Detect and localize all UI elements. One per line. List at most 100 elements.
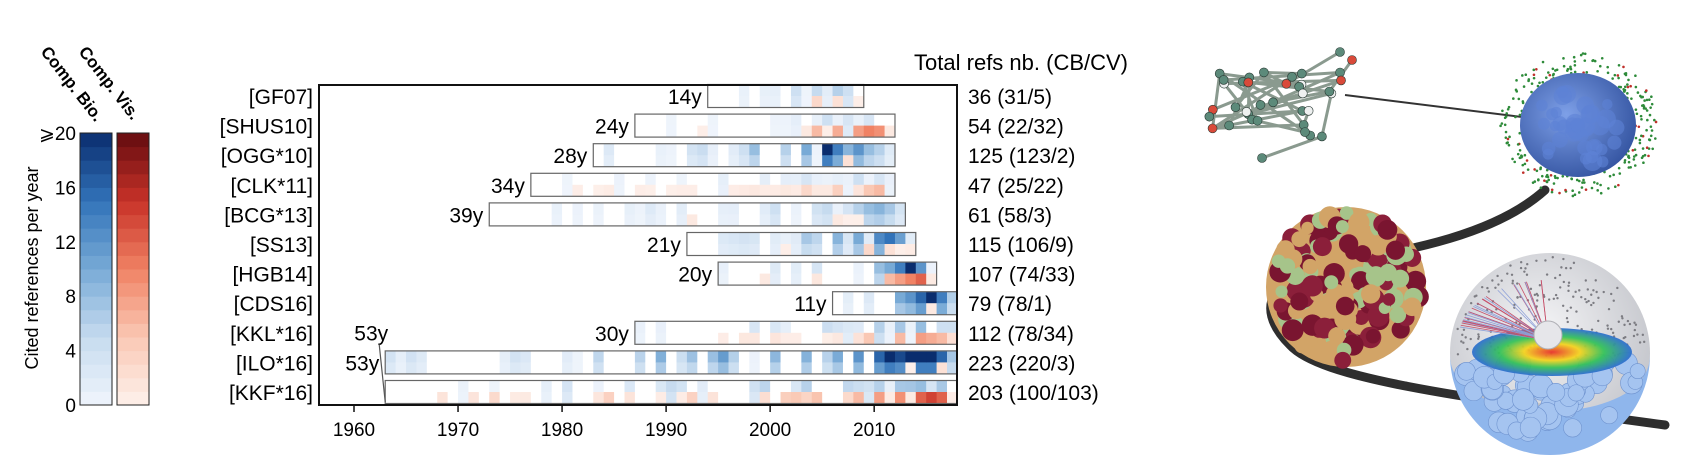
sphere-particle [1565,317,1569,320]
heatmap-cell-cv [624,184,636,197]
sphere-particle [1590,303,1593,307]
heatmap-cell-cv [728,332,740,345]
legend-swatch [80,391,112,406]
sphere-particle [1566,309,1569,313]
heatmap-cell-cv [686,155,698,167]
water-dot [1596,189,1600,192]
heatmap-cell-cb [759,321,771,334]
heatmap-cell-cb [801,202,813,215]
heatmap-cell-cb [582,202,594,215]
legend-swatch [117,214,149,229]
water-dot [1617,166,1621,170]
heatmap-cell-cv [728,96,740,108]
water-dot [1635,112,1639,116]
heatmap-cell-cb [801,232,813,245]
heatmap-cell-cv [738,214,750,226]
capsid-protein [1335,296,1355,316]
x-tick-label: 2010 [853,420,895,441]
water-dot [1642,107,1646,110]
capsid-protein [1353,310,1369,325]
bond [1261,135,1323,160]
legend-swatch [117,228,149,243]
water-dot [1562,64,1566,68]
atom [1241,107,1252,117]
water-dot [1554,69,1557,72]
sphere-particle [1611,331,1615,335]
atom [1347,55,1357,65]
heatmap-cell-cb [770,232,781,245]
legend-swatch [80,133,112,148]
heatmap-cell-cv [718,244,729,256]
heatmap-cell-cv [749,244,761,256]
heatmap-cell-cv [551,184,563,197]
water-dot [1507,105,1511,109]
water-dot [1649,125,1653,129]
heatmap-cell-cv [780,214,792,226]
legend-swatch [117,350,149,365]
heatmap-cell-cb [801,173,813,186]
water-dot [1654,120,1658,124]
heatmap-cell-cv [853,303,865,315]
heatmap-cell-cv [707,155,719,167]
heatmap-cell-cv [666,362,677,374]
row-total: 61 (58/3) [968,204,1052,227]
legend-swatch [117,391,149,406]
row-label: [HGB14] [232,264,313,287]
heatmap-cell-cv [905,273,917,286]
heatmap-row: [BCG*13] 61 (58/3) 39y [224,202,1052,227]
heatmap-cell-cv [884,244,896,256]
heatmap-cell-cv [811,273,823,286]
water-dot [1647,154,1650,158]
legend-swatch [80,282,112,297]
heatmap-cell-cb [822,84,833,97]
capsid-protein [1291,231,1308,248]
heatmap-cell-cb [822,173,833,186]
heatmap-cell-cb [697,232,709,245]
sphere-particle [1516,282,1519,285]
x-tick-label: 2000 [749,420,791,441]
heatmap-cell-cb [853,114,865,126]
heatmap-cell-cb [458,350,469,363]
heatmap-cell-cb [822,114,833,126]
heatmap-cell-cv [832,96,844,108]
legend-swatch [80,241,112,256]
heatmap-cell-cv [832,332,844,345]
heatmap-cell-cb [842,114,854,126]
heatmap-cell-cv [811,96,823,108]
water-dot [1527,78,1531,81]
capsid-protein [1294,338,1309,354]
heatmap-cell-cv [874,303,885,315]
row-age-label: 11y [794,293,827,316]
heatmap-cell-cb [790,202,802,215]
water-dot [1564,188,1567,192]
heatmap-cell-cb [749,84,761,97]
heatmap-cell-cb [832,84,844,97]
heatmap-cell-cv [541,392,553,404]
heatmap-cell-cb [759,350,771,363]
heatmap-cell-cv [707,244,719,256]
heatmap-cell-cb [884,321,896,334]
atom [1297,88,1308,99]
heatmap-cell-cv [863,303,875,315]
capsid-protein [1281,319,1304,342]
water-dot [1645,89,1648,92]
heatmap-cell-cb [863,291,875,304]
heatmap-cell-cb [728,143,740,156]
heatmap-cell-cb [645,143,657,156]
heatmap-cell-cv [759,184,771,197]
heatmap-cell-cb [676,173,688,186]
heatmap-cell-cb [874,232,885,245]
water-dot [1562,57,1565,60]
heatmap-cell-cv [822,273,833,286]
heatmap-cell-cb [749,262,761,274]
heatmap-cell-cv [738,273,750,286]
sphere-particle [1562,257,1565,261]
heatmap-cell-cv [707,125,719,138]
heatmap-cell-cv [728,184,740,197]
sphere-particle [1569,306,1573,309]
sphere-particle [1576,324,1579,328]
row-label: [CLK*11] [231,175,314,198]
water-dot [1552,72,1555,76]
bond [1209,109,1303,119]
heatmap-cell-cv [915,273,927,286]
